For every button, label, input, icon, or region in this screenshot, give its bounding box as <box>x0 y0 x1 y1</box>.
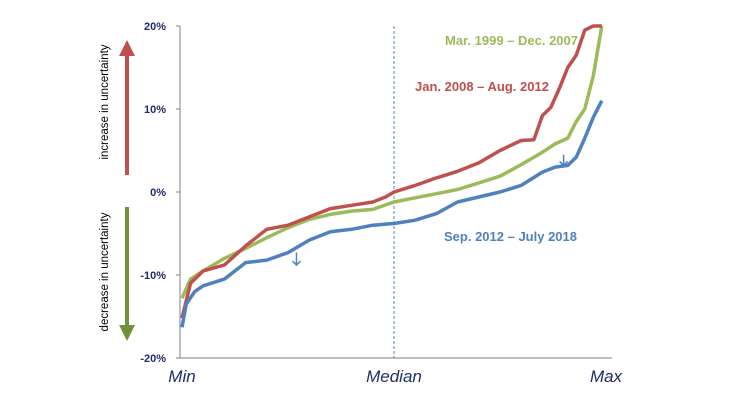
series-line-green <box>180 25 604 299</box>
y-tick-label: -10% <box>140 270 166 282</box>
series-lines <box>180 24 604 328</box>
series-line-blue <box>180 99 604 328</box>
series-label-red: Jan. 2008 – Aug. 2012 <box>415 79 549 94</box>
x-tick-label: Max <box>590 367 623 386</box>
x-ticks: Min Median Max <box>168 367 622 386</box>
series-label-blue: Sep. 2012 – July 2018 <box>444 229 577 244</box>
decrease-arrow <box>119 207 135 341</box>
y-tick-label: -20% <box>140 353 166 365</box>
down-arrow-icon <box>559 154 569 167</box>
series-line-red <box>180 24 602 319</box>
arrow-annotations <box>291 154 569 267</box>
x-tick-label: Median <box>366 367 422 386</box>
x-tick-label: Min <box>168 367 195 386</box>
down-arrow-icon <box>291 252 302 267</box>
y-tick-label: 20% <box>144 21 166 33</box>
y-ticks: 20% 10% 0% -10% -20% <box>140 21 180 365</box>
increase-uncertainty-label: increase in uncertainty <box>99 44 111 159</box>
y-tick-label: 10% <box>144 104 166 116</box>
y-tick-label: 0% <box>150 187 166 199</box>
decrease-uncertainty-label: decrease in uncertainty <box>99 212 111 331</box>
series-label-green: Mar. 1999 – Dec. 2007 <box>445 33 578 48</box>
increase-arrow <box>119 40 135 175</box>
